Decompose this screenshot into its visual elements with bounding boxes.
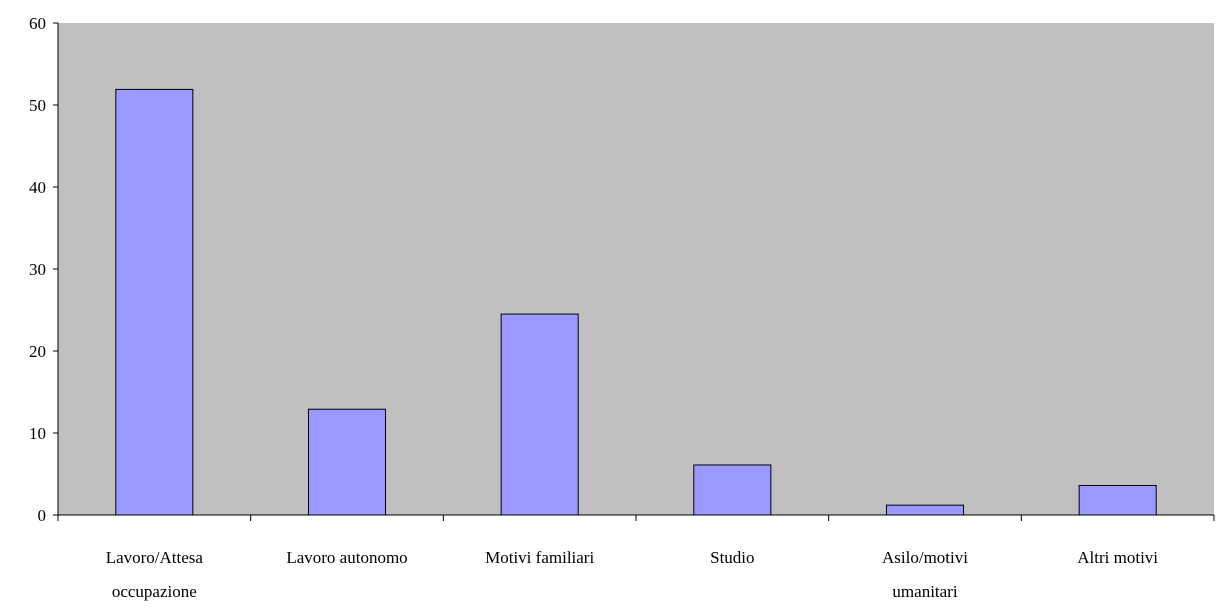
bar [885, 504, 965, 516]
x-tick-label: occupazione [112, 582, 197, 601]
y-tick-label: 60 [29, 14, 46, 33]
x-tick-label: umanitari [892, 582, 957, 601]
y-tick-label: 50 [29, 96, 46, 115]
bar [500, 313, 579, 516]
x-tick-label: Altri motivi [1077, 548, 1158, 567]
bar [115, 88, 194, 516]
y-tick-label: 30 [29, 260, 46, 279]
x-tick-label: Asilo/motivi [882, 548, 968, 567]
x-tick-label: Lavoro autonomo [286, 548, 407, 567]
y-axis: 0 10 20 30 40 50 60 [29, 14, 59, 525]
x-tick-labels: Lavoro/Attesa occupazione Lavoro autonomo M… [106, 548, 1159, 601]
plot-area [58, 23, 1214, 515]
x-tick-label: Motivi familiari [485, 548, 594, 567]
y-tick-label: 20 [29, 342, 46, 361]
y-tick-label: 10 [29, 424, 46, 443]
x-tick-label: Lavoro/Attesa [106, 548, 204, 567]
x-axis [57, 514, 1215, 521]
x-tick-label: Studio [710, 548, 754, 567]
bar [693, 464, 772, 516]
bar [1078, 484, 1157, 516]
y-tick-label: 40 [29, 178, 46, 197]
bars [115, 88, 1157, 516]
bar [307, 408, 387, 516]
y-tick-label: 0 [38, 506, 47, 525]
